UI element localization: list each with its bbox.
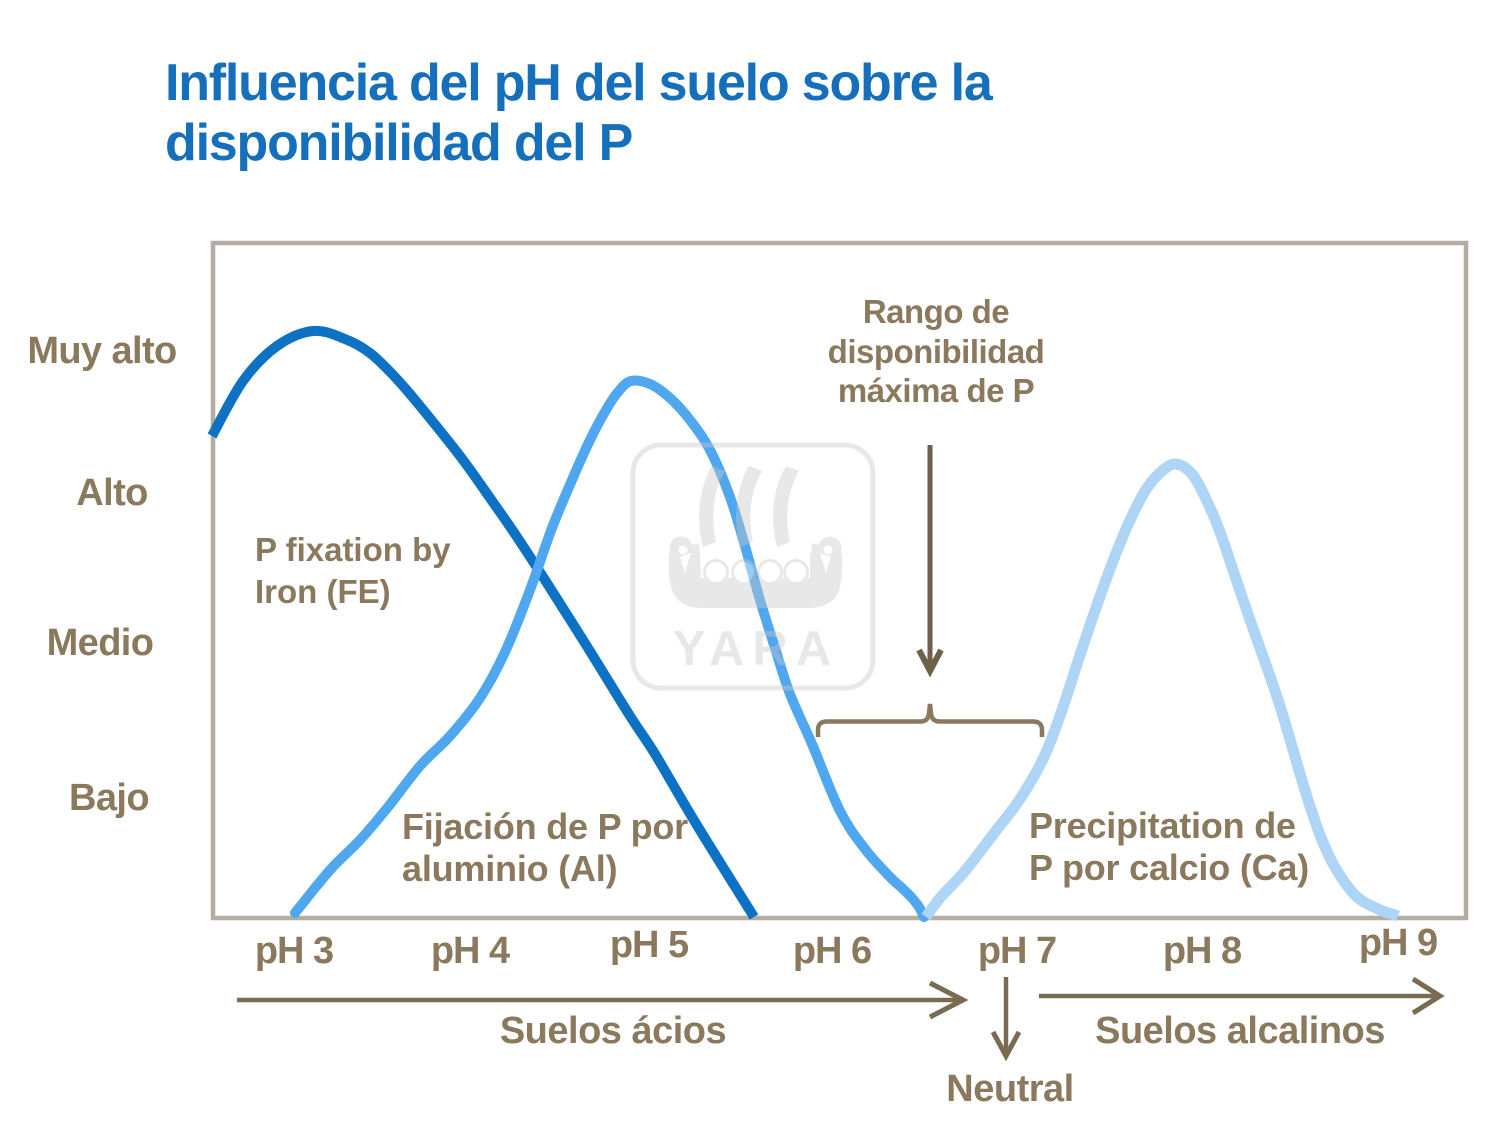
svg-text:Influencia del pH del suelo so: Influencia del pH del suelo sobre la — [165, 54, 994, 112]
svg-text:pH 7: pH 7 — [978, 930, 1056, 972]
svg-text:pH 3: pH 3 — [255, 930, 333, 972]
svg-text:Bajo: Bajo — [69, 777, 149, 819]
svg-text:P fixation by: P fixation by — [255, 531, 451, 568]
svg-text:pH 9: pH 9 — [1359, 922, 1437, 964]
svg-text:Muy alto: Muy alto — [27, 330, 176, 372]
svg-text:disponibilidad del P: disponibilidad del P — [165, 114, 632, 172]
svg-text:Precipitation de: Precipitation de — [1029, 805, 1296, 846]
svg-text:pH 6: pH 6 — [793, 930, 871, 972]
svg-text:disponibilidad: disponibilidad — [828, 333, 1045, 370]
svg-text:Fijación de P por: Fijación de P por — [402, 806, 688, 847]
svg-text:pH 5: pH 5 — [610, 924, 689, 966]
svg-text:pH 4: pH 4 — [431, 930, 510, 972]
svg-text:Alto: Alto — [76, 472, 147, 514]
svg-text:máxima de P: máxima de P — [838, 372, 1034, 409]
svg-text:Suelos alcalinos: Suelos alcalinos — [1095, 1010, 1385, 1052]
svg-text:Neutral: Neutral — [946, 1068, 1073, 1110]
svg-text:Suelos ácios: Suelos ácios — [500, 1010, 726, 1052]
svg-text:pH 8: pH 8 — [1163, 930, 1241, 972]
svg-text:YARA: YARA — [673, 622, 839, 676]
svg-text:Rango de: Rango de — [863, 293, 1009, 330]
svg-text:aluminio (Al): aluminio (Al) — [402, 848, 617, 889]
svg-text:Iron (FE): Iron (FE) — [255, 573, 391, 610]
svg-text:P por calcio (Ca): P por calcio (Ca) — [1029, 847, 1309, 888]
svg-text:Medio: Medio — [47, 622, 154, 664]
